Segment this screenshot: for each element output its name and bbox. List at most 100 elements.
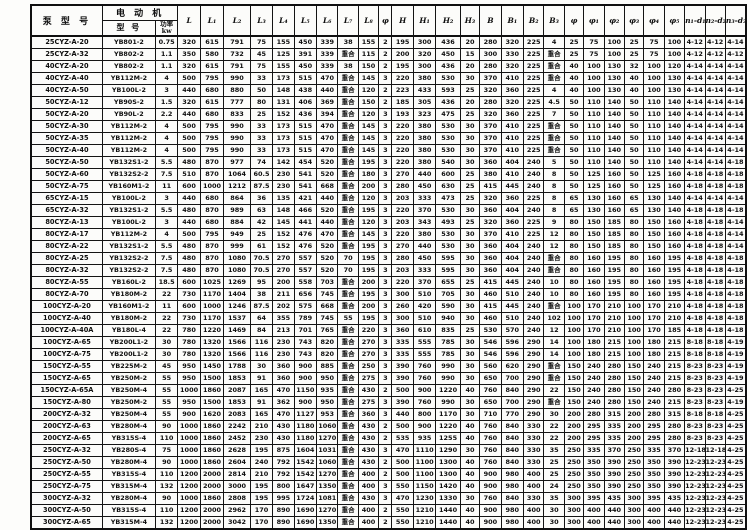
value-cell: 280 bbox=[663, 432, 686, 445]
value-cell: 200 bbox=[357, 300, 380, 313]
value-cell: 833 bbox=[223, 108, 251, 121]
value-cell: 280 bbox=[603, 360, 625, 373]
value-cell: 295 bbox=[583, 420, 605, 433]
value-cell: 5.5 bbox=[154, 204, 179, 217]
value-cell: 435 bbox=[603, 492, 625, 505]
value-cell: 870 bbox=[199, 156, 225, 169]
value-cell: 330 bbox=[523, 492, 545, 505]
value-cell: 890 bbox=[272, 504, 295, 517]
value-cell: 12-23 bbox=[684, 492, 706, 505]
value-cell: 593 bbox=[435, 84, 461, 97]
value-cell: 4-14 bbox=[704, 96, 726, 109]
value-cell: 362 bbox=[272, 396, 295, 409]
value-cell: 4-14 bbox=[684, 84, 706, 97]
value-cell: 35 bbox=[543, 492, 565, 505]
value-cell: 4-18 bbox=[704, 252, 726, 265]
value-cell: 4-14 bbox=[684, 72, 706, 85]
value-cell: 重合 bbox=[543, 60, 565, 73]
value-cell: 840 bbox=[500, 384, 525, 397]
value-cell: 290 bbox=[523, 360, 545, 373]
value-cell: 12 bbox=[543, 228, 565, 241]
value-cell: 240 bbox=[643, 372, 665, 385]
value-cell: 1542 bbox=[293, 468, 318, 481]
value-cell: 320 bbox=[479, 192, 502, 205]
value-cell: 110 bbox=[643, 96, 665, 109]
value-cell: 500 bbox=[391, 384, 414, 397]
pump-model-cell: 250CYZ-A-75 bbox=[30, 480, 103, 493]
value-cell: 200 bbox=[357, 180, 380, 193]
value-cell: 3 bbox=[378, 360, 393, 373]
value-cell: 1860 bbox=[199, 456, 225, 469]
motor-model-cell: YB280M-4 bbox=[101, 456, 156, 469]
value-cell: 4-25 bbox=[724, 492, 747, 505]
value-cell: 760 bbox=[479, 420, 502, 433]
value-cell: 重合 bbox=[337, 144, 359, 157]
value-cell: 240 bbox=[523, 288, 545, 301]
value-cell: 50 bbox=[563, 156, 585, 169]
table-header: 泵 型 号 电 动 机 L L₁ L₂ L₃ L₄ L₅ L₆ L₇ L₈ φ H H₁ H₂ H₃ B B₁… bbox=[30, 4, 747, 37]
value-cell: 55 bbox=[337, 312, 359, 325]
value-cell: 33 bbox=[249, 132, 274, 145]
value-cell: 100 bbox=[563, 312, 585, 325]
value-cell: 785 bbox=[435, 348, 461, 361]
value-cell: 470 bbox=[272, 408, 295, 421]
value-cell: 3 bbox=[378, 348, 393, 361]
value-cell: 50 bbox=[563, 168, 585, 181]
value-cell: 130 bbox=[663, 84, 686, 97]
value-cell: 8 bbox=[543, 204, 565, 217]
value-cell: 220 bbox=[391, 276, 414, 289]
value-cell: 240 bbox=[523, 312, 545, 325]
value-cell: 8-18 bbox=[704, 408, 726, 421]
value-cell: 110 bbox=[583, 156, 605, 169]
value-cell: 3000 bbox=[223, 480, 251, 493]
value-cell: 480 bbox=[177, 240, 201, 253]
value-cell: 330 bbox=[523, 444, 545, 457]
value-cell: 703 bbox=[316, 276, 339, 289]
value-cell: 40 bbox=[563, 72, 585, 85]
value-cell: 84 bbox=[249, 324, 274, 337]
value-cell: 560 bbox=[479, 360, 502, 373]
value-cell: 重合 bbox=[337, 288, 359, 301]
value-cell: 4-14 bbox=[704, 72, 726, 85]
value-cell: 980 bbox=[500, 516, 525, 530]
value-cell: 100 bbox=[563, 336, 585, 349]
value-cell: 370 bbox=[479, 144, 502, 157]
value-cell: 791 bbox=[223, 60, 251, 73]
value-cell: 404 bbox=[500, 204, 525, 217]
value-cell: 4-25 bbox=[724, 432, 747, 445]
value-cell: 275 bbox=[357, 372, 380, 385]
value-cell: 4-14 bbox=[724, 192, 747, 205]
value-cell: 870 bbox=[199, 252, 225, 265]
value-cell: 520 bbox=[316, 252, 339, 265]
value-cell: 530 bbox=[479, 324, 502, 337]
value-cell: 884 bbox=[223, 216, 251, 229]
value-cell: 546 bbox=[479, 348, 502, 361]
value-cell: 30 bbox=[154, 348, 179, 361]
table-row: 40CYZ-A-20 YB802-2 1.1 320 615 791 75 155 450 339… bbox=[30, 60, 747, 73]
table-row: 100CYZ-A-20 YB160M1-2 11 600 1000 1246 87.5 202… bbox=[30, 300, 747, 313]
value-cell: 80 bbox=[563, 264, 585, 277]
header-dim-12: H₂ bbox=[435, 4, 461, 37]
value-cell: 795 bbox=[199, 72, 225, 85]
value-cell: 195 bbox=[249, 444, 274, 457]
value-cell: 重合 bbox=[337, 132, 359, 145]
value-cell: 25 bbox=[459, 192, 481, 205]
value-cell: 466 bbox=[293, 204, 318, 217]
value-cell: 530 bbox=[435, 228, 461, 241]
table-row: 100CYZ-A-40A YB180L-4 22 780 1220 1469 84 213 70… bbox=[30, 324, 747, 337]
value-cell: 25 bbox=[459, 276, 481, 289]
value-cell: 1220 bbox=[199, 324, 225, 337]
value-cell: 160 bbox=[603, 180, 625, 193]
value-cell: 596 bbox=[500, 348, 525, 361]
value-cell: 760 bbox=[479, 492, 502, 505]
value-cell: 12-23 bbox=[704, 456, 726, 469]
value-cell: 510 bbox=[412, 312, 437, 325]
value-cell: 1200 bbox=[177, 480, 201, 493]
value-cell: 75 bbox=[643, 35, 665, 49]
value-cell: 195 bbox=[663, 288, 686, 301]
value-cell: 140 bbox=[663, 120, 686, 133]
value-cell: 重合 bbox=[543, 360, 565, 373]
table-row: 200CYZ-A-65 YB315S-4 110 1000 1860 2452 230 430… bbox=[30, 432, 747, 445]
value-cell: 152 bbox=[272, 228, 295, 241]
value-cell: 557 bbox=[293, 264, 318, 277]
